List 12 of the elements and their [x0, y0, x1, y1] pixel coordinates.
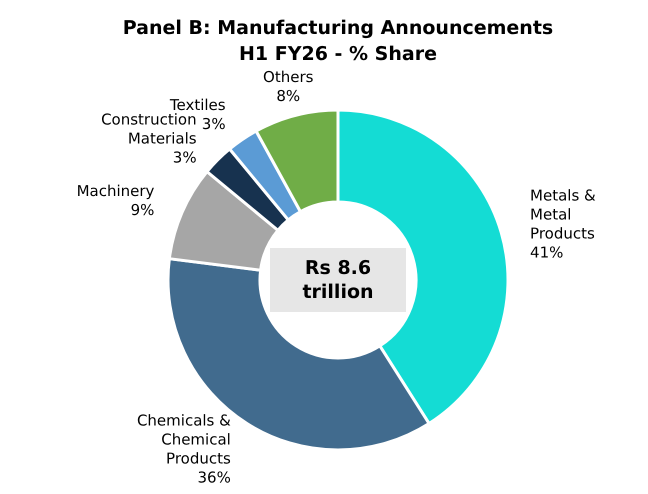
chart-title: Panel B: Manufacturing Announcements H1 FY26 - % Share: [122, 17, 554, 65]
text: Rs 8.6 trillion: [302, 257, 374, 303]
data-label: 3%: [202, 115, 226, 134]
slice-label: Machinery: [76, 182, 155, 200]
data-label: 3%: [172, 148, 197, 167]
data-label: 8%: [276, 86, 300, 105]
slice-label: Others: [263, 68, 314, 86]
data-label: 41%: [530, 244, 564, 262]
slice-label: Chemicals & Chemical Products: [136, 411, 232, 468]
data-label: 36%: [197, 468, 231, 486]
data-label: 9%: [130, 201, 154, 220]
slice-label: Metals & Metal Products: [530, 186, 596, 243]
